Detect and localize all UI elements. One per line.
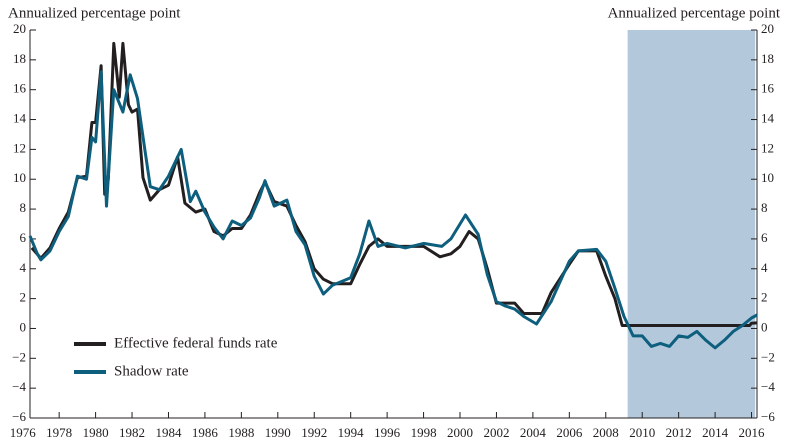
y2-tick-label: 0 — [761, 319, 768, 334]
y2-tick-label: −4 — [761, 379, 775, 394]
x-tick-label: 2006 — [556, 425, 583, 440]
y2-tick-label: 16 — [761, 81, 775, 96]
y2-tick-label: 8 — [761, 200, 768, 215]
x-tick-label: 1996 — [374, 425, 401, 440]
x-tick-label: 2014 — [702, 425, 729, 440]
x-tick-label: 2004 — [520, 425, 547, 440]
x-tick-label: 2012 — [666, 425, 692, 440]
y2-tick-label: 2 — [761, 290, 768, 305]
y-tick-label: 0 — [20, 319, 27, 334]
x-tick-label: 1976 — [10, 425, 37, 440]
y2-tick-label: −2 — [761, 349, 775, 364]
y-tick-label: 16 — [13, 81, 27, 96]
y-tick-label: 4 — [20, 260, 27, 275]
y-tick-label: 20 — [13, 21, 26, 36]
x-tick-label: 1986 — [192, 425, 219, 440]
x-tick-label: 1982 — [119, 425, 145, 440]
legend-label: Shadow rate — [114, 363, 189, 379]
y2-axis-label: Annualized percentage point — [608, 5, 781, 21]
x-tick-label: 2000 — [447, 425, 473, 440]
y2-tick-label: 6 — [761, 230, 768, 245]
y-tick-label: 6 — [20, 230, 27, 245]
y2-tick-label: 18 — [761, 51, 774, 66]
y-tick-label: 8 — [20, 200, 27, 215]
x-tick-label: 1988 — [228, 425, 254, 440]
x-tick-label: 1980 — [83, 425, 109, 440]
y-tick-label: 10 — [13, 170, 26, 185]
y2-tick-label: 20 — [761, 21, 774, 36]
legend-label: Effective federal funds rate — [114, 335, 278, 351]
x-tick-label: 1978 — [46, 425, 72, 440]
x-tick-label: 2002 — [483, 425, 509, 440]
x-tick-label: 1998 — [411, 425, 437, 440]
y2-tick-label: −6 — [761, 409, 775, 424]
series-line — [28, 70, 758, 350]
x-tick-label: 1990 — [265, 425, 291, 440]
y2-tick-label: 10 — [761, 170, 774, 185]
y-tick-label: −4 — [12, 379, 26, 394]
y-tick-label: −2 — [12, 349, 26, 364]
x-tick-label: 1984 — [155, 425, 182, 440]
y-tick-label: 12 — [13, 140, 26, 155]
shaded-region — [627, 30, 756, 418]
x-tick-label: 2008 — [593, 425, 619, 440]
y-axis-label: Annualized percentage point — [8, 5, 181, 21]
y2-tick-label: 12 — [761, 140, 774, 155]
x-tick-label: 2016 — [739, 425, 766, 440]
y-tick-label: 14 — [13, 111, 27, 126]
y-tick-label: −6 — [12, 409, 26, 424]
y2-tick-label: 14 — [761, 111, 775, 126]
y-tick-label: 18 — [13, 51, 26, 66]
x-tick-label: 2010 — [629, 425, 655, 440]
x-tick-label: 1994 — [338, 425, 365, 440]
x-tick-label: 1992 — [301, 425, 327, 440]
y2-tick-label: 4 — [761, 260, 768, 275]
y-tick-label: 2 — [20, 290, 27, 305]
